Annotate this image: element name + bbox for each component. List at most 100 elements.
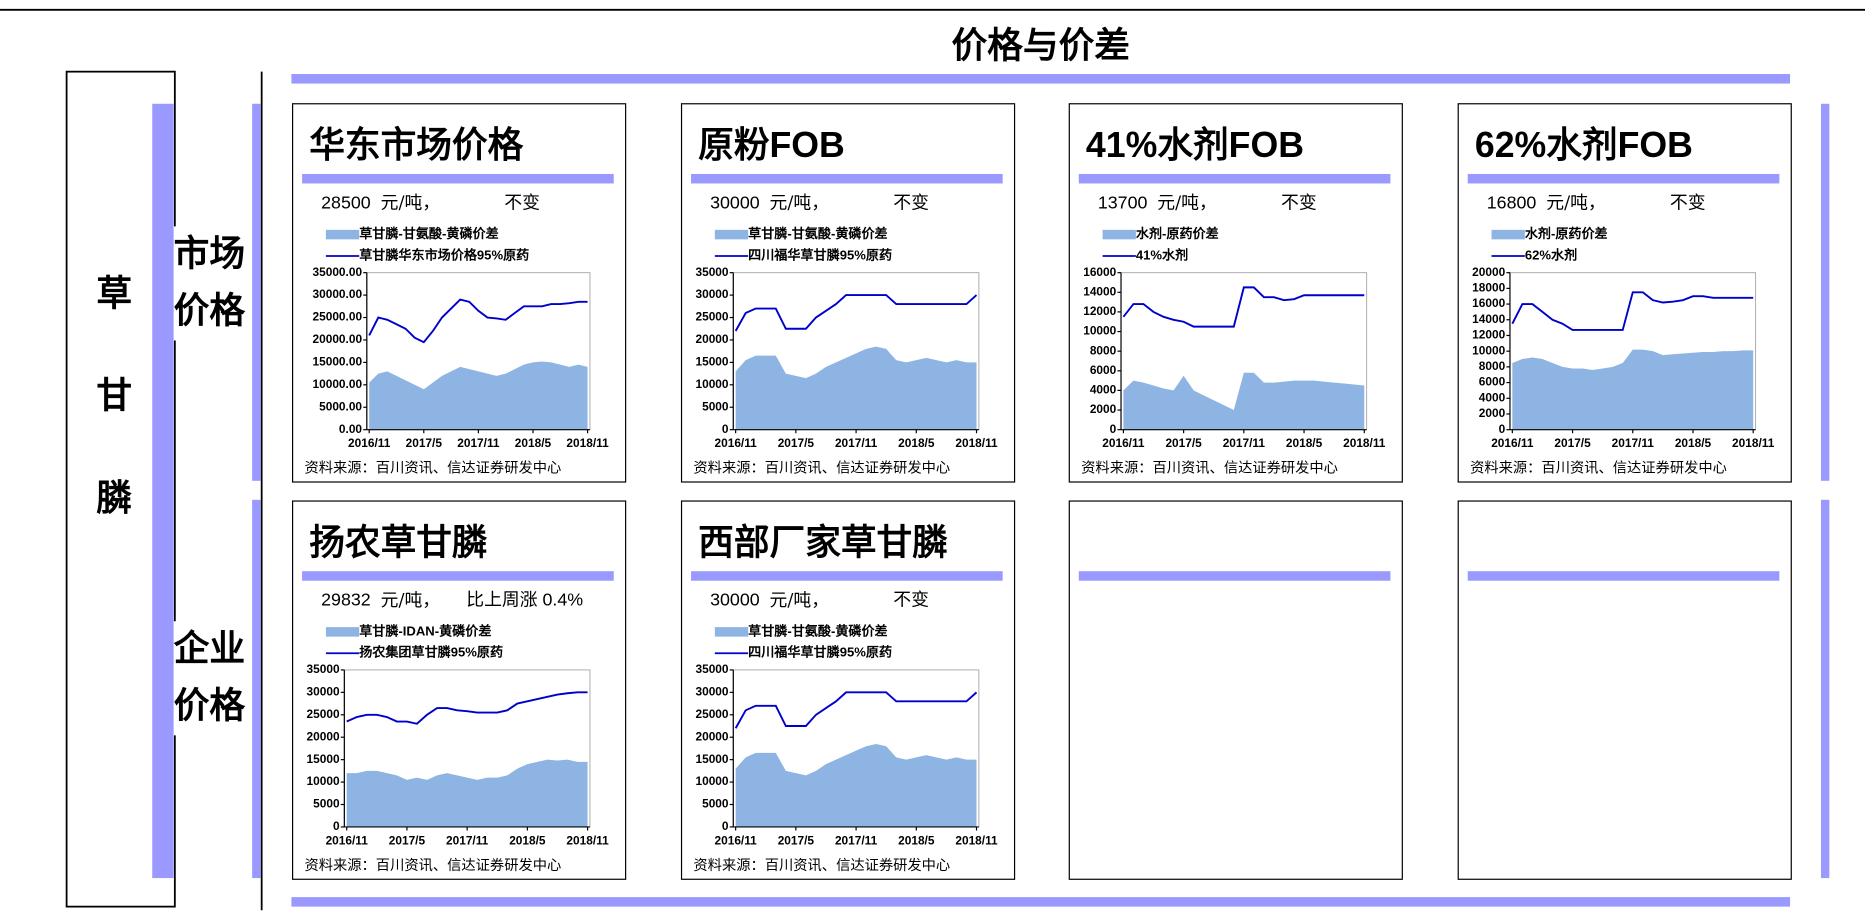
y-tick-label: 0 [722,422,729,436]
x-tick-label: 2017/11 [446,833,489,847]
x-tick-label: 2017/5 [389,833,426,847]
panel-heading: 41%水剂FOB [1086,125,1304,165]
x-tick-label: 2018/5 [898,833,935,847]
x-tick-label: 2017/5 [778,436,815,450]
y-tick-label: 20000 [695,729,728,743]
y-tick-label: 15000.00 [313,355,363,369]
x-tick-label: 2017/5 [406,436,443,450]
panel-heading: 华东市场价格 [309,125,523,165]
y-tick-label: 0.00 [339,422,363,436]
legend-label: 草甘膦-甘氨酸-黄磷价差 [748,622,888,638]
heading-bar [1467,173,1780,184]
x-tick-label: 2017/11 [457,436,500,450]
y-tick-label: 30000.00 [313,287,363,301]
row-bar [252,499,261,879]
y-tick-label: 12000 [1083,304,1116,318]
legend-label: 41%水剂 [1136,246,1188,262]
y-tick-label: 5000.00 [319,399,362,413]
area [1123,372,1365,430]
y-tick-label: 30000 [695,287,728,301]
x-tick-label: 2018/11 [566,436,609,450]
y-tick-label: 25000 [307,707,340,721]
unit: 元/吨， [381,193,441,214]
y-tick-label: 14000 [1472,312,1505,326]
y-tick-label: 16000 [1083,265,1116,279]
y-tick-label: 10000.00 [313,377,363,391]
price: 16800 [1487,192,1537,212]
line [368,298,588,344]
group-label: 企业价格 [173,621,250,736]
y-tick-label: 12000 [1472,328,1505,342]
legend-label: 草甘膦-IDAN-黄磷价差 [359,622,491,638]
unit: 元/吨， [381,590,441,611]
legend-label: 扬农集团草甘膦95%原药 [359,644,503,660]
y-tick-label: 10000 [1083,324,1116,338]
legend-swatch [1102,229,1136,240]
bottom-bar [291,897,1791,907]
legend-label: 四川福华草甘膦95%原药 [748,644,892,660]
y-tick-label: 2000 [1090,402,1117,416]
x-tick-label: 2017/11 [835,833,878,847]
y-tick-label: 8000 [1479,359,1506,373]
y-tick-label: 15000 [307,752,340,766]
y-tick-label: 14000 [1083,284,1116,298]
y-tick-label: 0 [1499,422,1506,436]
x-tick-label: 2018/5 [509,833,546,847]
side-box [65,70,176,908]
area [735,743,977,827]
y-tick-label: 35000 [695,662,728,676]
legend-label: 草甘膦-甘氨酸-黄磷价差 [359,225,499,241]
page-title: 价格与价差 [952,25,1130,65]
legend-label: 水剂-原药价差 [1136,225,1219,241]
legend-swatch [714,627,749,637]
line [734,691,978,729]
y-tick-label: 0 [1110,422,1117,436]
heading-bar [1078,173,1391,184]
group-label-box: 市场价格 [173,226,250,341]
group-label-box: 企业价格 [173,621,250,736]
area [346,759,588,827]
heading-bar [1467,571,1780,581]
unit: 元/吨， [1546,193,1605,214]
change: 不变 [1670,192,1706,212]
panel [1457,500,1792,880]
legend-label: 水剂-原药价差 [1525,225,1608,241]
line [734,294,978,332]
x-tick-label: 2016/11 [326,833,369,847]
change: 比上周涨 0.4% [466,590,583,610]
y-tick-label: 30000 [307,685,340,699]
price: 28500 [321,192,371,212]
y-tick-label: 25000.00 [313,310,363,324]
y-tick-label: 2000 [1479,406,1506,420]
heading-bar [1078,571,1391,581]
source: 资料来源：百川资讯、信达证券研发中心 [1081,460,1338,477]
source: 资料来源：百川资讯、信达证券研发中心 [304,857,561,874]
x-tick-label: 2018/5 [898,436,935,450]
x-tick-label: 2017/11 [1612,436,1655,450]
y-tick-label: 20000 [1472,265,1505,279]
y-tick-label: 6000 [1090,363,1117,377]
side-bar [152,103,174,879]
y-tick-label: 0 [333,819,340,833]
x-tick-label: 2016/11 [715,436,758,450]
x-tick-label: 2018/11 [1732,436,1775,450]
y-tick-label: 4000 [1479,390,1506,404]
row-bar [252,103,261,481]
line [1511,291,1754,331]
legend-label: 草甘膦-甘氨酸-黄磷价差 [748,225,888,241]
change: 不变 [893,192,929,212]
area [1512,349,1754,430]
y-tick-label: 10000 [695,377,728,391]
heading-bar [691,571,1003,581]
x-tick-label: 2016/11 [348,436,391,450]
y-tick-label: 35000 [695,265,728,279]
y-tick-label: 4000 [1090,383,1117,397]
heading-bar [302,571,614,581]
y-tick-label: 5000 [313,797,340,811]
panel-heading: 西部厂家草甘膦 [698,522,948,562]
y-tick-label: 15000 [695,752,728,766]
x-tick-label: 2016/11 [1491,436,1534,450]
x-tick-label: 2018/11 [566,833,609,847]
x-tick-label: 2018/11 [1343,436,1386,450]
